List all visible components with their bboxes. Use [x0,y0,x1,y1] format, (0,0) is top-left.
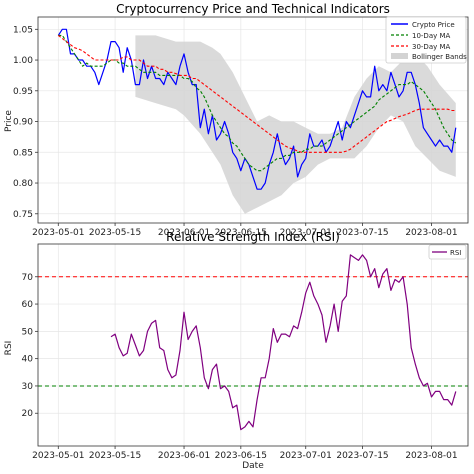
price-ytick-label: 0.75 [13,210,33,220]
legend-label-price: Crypto Price [412,21,455,29]
rsi-panel: Relative Strength Index (RSI) 20 30 40 50 60… [4,230,469,471]
price-xtick-label: 2023-08-01 [405,228,457,238]
rsi-legend: RSI [428,244,467,260]
price-ytick-label: 0.80 [13,179,33,189]
rsi-ytick-label: 60 [22,300,34,310]
price-xtick-label: 2023-05-15 [89,228,141,238]
price-ytick-label: 1.05 [13,25,33,35]
rsi-ytick-label: 70 [22,273,34,283]
rsi-x-axis-label: Date [242,461,264,471]
rsi-y-axis-label: RSI [4,341,14,356]
bollinger-bands-area [135,35,456,214]
rsi-chart-title: Relative Strength Index (RSI) [166,230,340,244]
rsi-legend-box [428,244,467,260]
rsi-series-line [110,254,457,431]
rsi-ytick-label: 40 [22,355,34,365]
price-y-axis-label: Price [4,110,14,132]
legend-label-30day-ma: 30-Day MA [412,43,451,51]
price-legend: Crypto Price 10-Day MA 30-Day MA Bolling… [385,16,467,64]
price-ytick-label: 1.00 [13,56,33,66]
rsi-xtick-label: 2023-07-15 [336,451,388,461]
rsi-ytick-label: 50 [22,327,34,337]
price-xtick-label: 2023-05-01 [32,228,84,238]
legend-swatch-bollinger [391,53,408,59]
price-ytick-label: 0.85 [13,148,33,158]
price-xtick-label: 2023-06-01 [158,228,210,238]
price-panel: Cryptocurrency Price and Technical Indic… [4,2,469,238]
rsi-xtick-label: 2023-08-01 [405,451,457,461]
rsi-plot-frame [37,243,469,447]
30-day-ma-series-line [57,34,456,153]
price-plot-frame [37,16,469,224]
rsi-plot-content: 20 30 40 50 60 70 2023-05-01 2023-05-15 2023-06-… [22,243,469,461]
rsi-xtick-label: 2023-06-15 [215,451,267,461]
rsi-ytick-label: 30 [22,382,34,392]
legend-label-10day-ma: 10-Day MA [412,32,451,40]
price-xtick-label: 2023-06-15 [215,228,267,238]
rsi-xtick-label: 2023-05-15 [89,451,141,461]
rsi-ytick-label: 20 [22,409,34,419]
rsi-xtick-label: 2023-06-01 [158,451,210,461]
price-xtick-label: 2023-07-01 [280,228,332,238]
rsi-xtick-label: 2023-07-01 [280,451,332,461]
price-legend-box [385,16,467,64]
price-chart-title: Cryptocurrency Price and Technical Indic… [116,2,390,16]
rsi-xtick-label: 2023-05-01 [32,451,84,461]
price-ytick-label: 0.90 [13,118,33,128]
price-ytick-label: 0.95 [13,87,33,97]
crypto-price-series-line [57,28,457,190]
legend-label-bollinger: Bollinger Bands [412,53,467,61]
rsi-plot-area [38,244,468,446]
price-xtick-label: 2023-07-15 [336,228,388,238]
legend-label-rsi: RSI [450,249,461,257]
